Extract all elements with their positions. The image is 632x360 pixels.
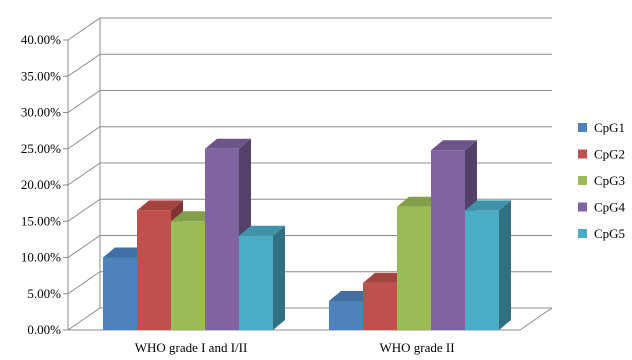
y-tick-label: 25.00%	[21, 141, 61, 156]
legend-item-cpg2: CpG2	[578, 147, 625, 162]
legend-swatch	[578, 176, 587, 185]
legend-swatch	[578, 202, 587, 212]
legend-item-cpg5: CpG5	[578, 226, 625, 241]
bar-top	[431, 140, 477, 151]
gridline	[67, 53, 552, 77]
gridline	[67, 17, 552, 41]
bar-front	[465, 210, 499, 330]
bar-front	[431, 150, 465, 330]
bar-side	[273, 225, 285, 330]
bar-front	[171, 221, 205, 330]
bar-front	[137, 210, 171, 330]
y-tick-label: 35.00%	[21, 68, 61, 83]
floor-right-edge	[519, 307, 553, 331]
legend-item-cpg4: CpG4	[578, 200, 626, 215]
legend-label: CpG2	[594, 147, 625, 162]
gridlines	[63, 17, 552, 331]
y-axis-tick-labels: 0.00% 5.00% 10.00% 15.00% 20.00% 25.00% 30.00%…	[21, 32, 61, 337]
y-tick-label: 5.00%	[27, 286, 61, 301]
bar-cpg5-1	[239, 225, 285, 330]
category-label: WHO grade I and I/II	[135, 340, 248, 355]
y-tick-label: 30.00%	[21, 105, 61, 120]
gridline	[67, 198, 552, 222]
bar-front	[103, 257, 137, 330]
bar-front	[397, 206, 431, 330]
y-tick-label: 10.00%	[21, 250, 61, 265]
legend-item-cpg3: CpG3	[578, 173, 625, 188]
legend-item-cpg1: CpG1	[578, 120, 625, 135]
bars	[103, 138, 511, 330]
bar-front	[329, 301, 363, 330]
category-labels: WHO grade I and I/II WHO grade II	[135, 340, 455, 355]
bar-top	[465, 200, 511, 211]
legend: CpG1 CpG2 CpG3 CpG4 CpG5	[578, 120, 626, 241]
y-tick-label: 0.00%	[27, 322, 61, 337]
legend-label: CpG3	[594, 173, 625, 188]
legend-swatch	[578, 229, 587, 238]
legend-swatch	[578, 149, 587, 159]
y-tick-label: 15.00%	[21, 213, 61, 228]
gridline	[67, 126, 552, 150]
gridline	[67, 90, 552, 113]
bar-top	[205, 138, 251, 149]
y-tick-label: 40.00%	[21, 32, 61, 47]
legend-swatch	[578, 123, 587, 132]
legend-label: CpG1	[594, 120, 625, 135]
bar-cpg5-2	[465, 200, 511, 330]
bar-top	[137, 200, 183, 211]
y-tick-label: 20.00%	[21, 177, 61, 192]
bar-side	[499, 200, 511, 330]
legend-label: CpG4	[594, 200, 626, 215]
bar-front	[205, 148, 239, 330]
bar-top	[239, 225, 285, 236]
legend-label: CpG5	[594, 226, 625, 241]
bar-front	[239, 235, 273, 330]
category-label: WHO grade II	[379, 340, 454, 355]
gridline	[67, 162, 552, 186]
bar-front	[363, 282, 397, 330]
